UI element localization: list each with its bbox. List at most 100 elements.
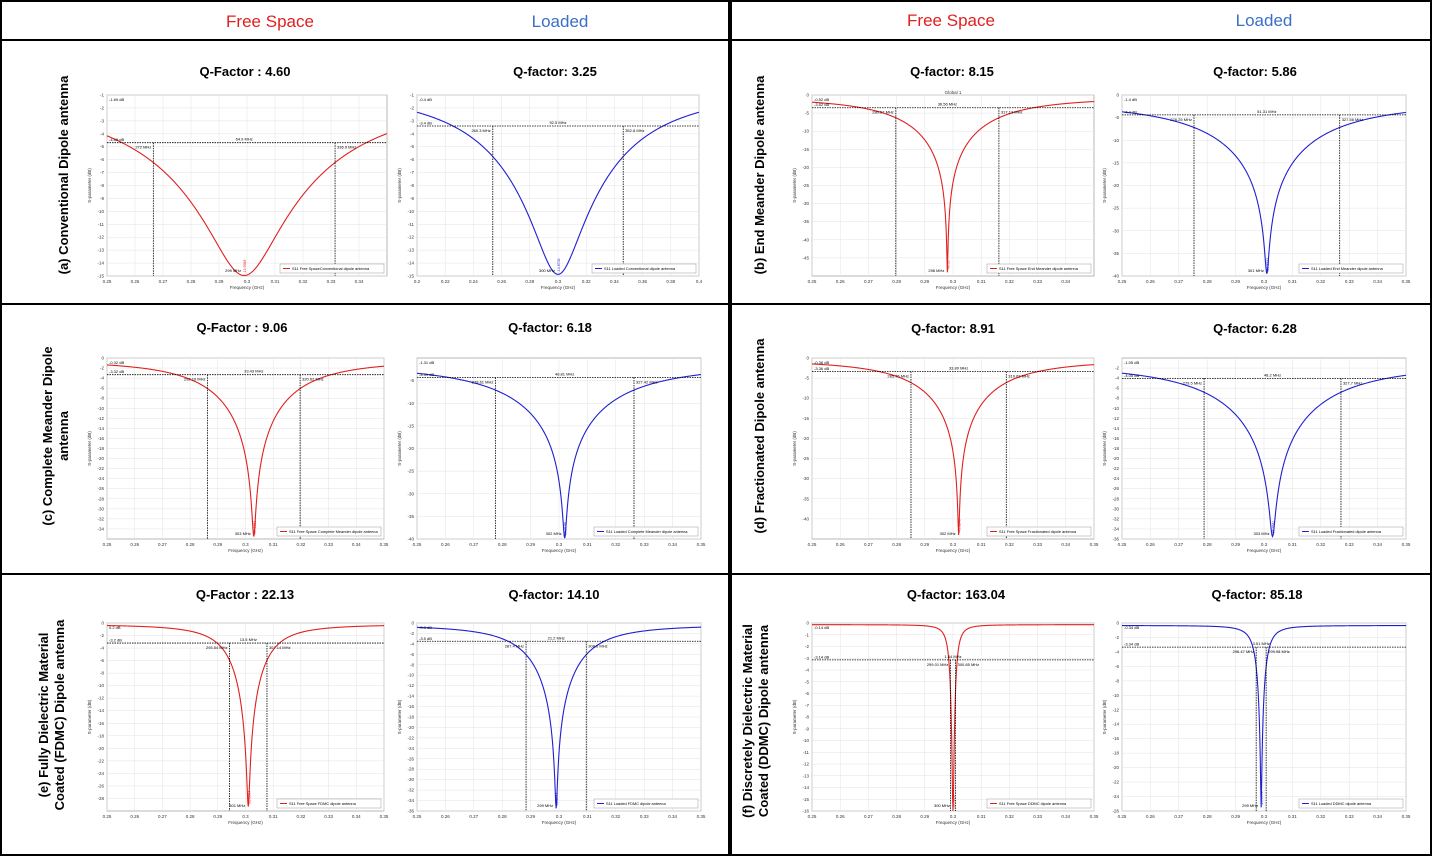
y-tick-label: -30 [802,476,809,481]
y-tick-label: -22 [407,735,414,740]
y-tick-label: -34 [97,526,104,531]
y-tick-label: -32 [1112,516,1119,521]
y-tick-label: -4 [410,641,414,646]
legend-label: S11 Loaded End Meander dipole antenna [1311,266,1384,271]
bandwidth-label: 1.84 MHz [944,654,961,659]
bandwidth-label: 13.5 MHz [240,637,257,642]
plot-f-loaded: 0.25 0.26 0.27 0.28 0.29 0.3 0.31 0.32 0.33 0.34 0… [1102,621,1411,826]
y-tick-label: -13 [97,248,104,253]
y-tick-label: -26 [97,486,104,491]
resonance-label: 302 MHz [546,531,562,536]
y-tick-label: -5 [805,111,809,116]
x-tick-label: 0.28 [1203,542,1212,547]
y-tick-label: -4 [100,131,104,136]
x-tick-label: 0.3 [242,814,249,819]
x-tick-label: 0.28 [1203,814,1212,819]
f-high-label: 320.62 MHz [302,377,324,382]
resonance-label: 299 MHz [225,268,241,273]
bandwidth-label: 48.81 MHz [555,372,574,377]
x-axis-label: Frequency (GHz) [541,285,576,290]
plot-f-free: 0.25 0.26 0.27 0.28 0.29 0.3 0.31 0.32 0.33 0.34 0… [792,621,1099,826]
y-tick-label: -22 [1112,780,1119,785]
x-tick-label: 0.27 [864,814,873,819]
x-tick-label: 0.33 [1345,542,1354,547]
x-tick-label: 0.34 [668,814,677,819]
x-tick-label: 0.25 [808,279,817,284]
bandwidth-label: 3.51 MHz [1253,641,1270,646]
legend-box [591,263,697,274]
y-tick-label: -7 [100,170,104,175]
x-tick-label: 0.29 [215,279,224,284]
x-tick-label: 0.31 [271,279,280,284]
x-tick-label: 0.26 [497,279,506,284]
x-tick-label: 0.35 [697,542,706,547]
x-tick-label: 0.32 [1316,279,1325,284]
x-tick-label: 0.34 [352,814,361,819]
legend-box [276,798,382,809]
s11-curve [106,364,385,537]
bandwidth-label: 33.43 MHz [244,369,263,374]
x-tick-label: 0.28 [525,279,534,284]
x-tick-label: 0.27 [1174,814,1183,819]
bandwidth-label: 51.31 MHz [1257,109,1276,114]
ref-top-label: -0.4 dB [419,97,432,102]
y-tick-label: -6 [805,691,809,696]
y-tick-label: -8 [1115,678,1119,683]
y-tick-label: -2 [1115,366,1119,371]
y-tick-label: -8 [805,715,809,720]
y-tick-label: -10 [97,209,104,214]
y-tick-label: -18 [97,446,104,451]
y-tick-label: 0 [806,356,809,361]
resonance-label: 298 MHz [928,268,944,273]
x-tick-label: 0.26 [836,814,845,819]
min-value-label: -29.0864 [247,791,251,805]
y-tick-label: -14 [97,261,104,266]
y-tick-label: -15 [802,416,809,421]
x-tick-label: 0.27 [469,542,478,547]
x-tick-label: 0.27 [1174,542,1183,547]
x-tick-label: 0.26 [130,814,139,819]
y-tick-label: -35 [407,514,414,519]
y-tick-label: -1 [100,93,104,98]
y-axis-label: S-parameter (dB) [1102,699,1107,734]
y-tick-label: -14 [1112,722,1119,727]
plot-global-title: Global 1 [945,90,962,95]
x-tick-label: 0.38 [666,279,675,284]
x-axis-label: Frequency (GHz) [936,285,971,290]
y-tick-label: -11 [98,222,105,227]
q-title-c-loaded: Q-factor: 6.18 [508,320,592,335]
header-right-loaded: Loaded [1235,11,1293,30]
q-title-a-loaded: Q-factor: 3.25 [513,64,597,79]
y-axis-label: S-parameter (dB) [87,431,92,466]
x-tick-label: 0.26 [836,542,845,547]
header-right-free: Free Space [907,11,995,30]
plot-d-free: 0.25 0.26 0.27 0.28 0.29 0.3 0.31 0.32 0.33 0.34 0… [792,356,1099,554]
y-tick-label: -16 [97,436,104,441]
f-low-label: 278.61 MHz [472,380,494,385]
y-tick-label: -5 [410,378,414,383]
y-tick-label: -22 [1112,466,1119,471]
ref-top-label: -0.52 dB [814,97,829,102]
legend-label: S11 Free Space End Meander dipole antenn… [999,266,1079,271]
panel-frame-e [0,573,730,856]
x-tick-label: 0.31 [583,814,592,819]
x-tick-label: 0.35 [380,542,389,547]
y-tick-label: -18 [1112,446,1119,451]
legend-label: S11 Free SpaceConventional dipole antenn… [292,266,370,271]
row-label-d-text: (d) Fractionated Dipole antenna [752,338,767,534]
s11-curve [416,372,702,539]
x-tick-label: 0.32 [1005,279,1014,284]
x-tick-label: 0.22 [441,279,450,284]
x-tick-label: 0.27 [158,542,167,547]
y-tick-label: -10 [1112,693,1119,698]
y-tick-label: -15 [407,274,414,279]
ref-top-label: -0.32 dB [109,360,124,365]
y-tick-label: -10 [407,673,414,678]
y-tick-label: -12 [802,762,809,767]
y-tick-label: 0 [1116,93,1119,98]
y-tick-label: 0 [101,621,104,626]
y-tick-label: -28 [407,767,414,772]
y-tick-label: -4 [1115,376,1119,381]
legend-box [986,263,1092,274]
y-tick-label: -14 [97,426,104,431]
